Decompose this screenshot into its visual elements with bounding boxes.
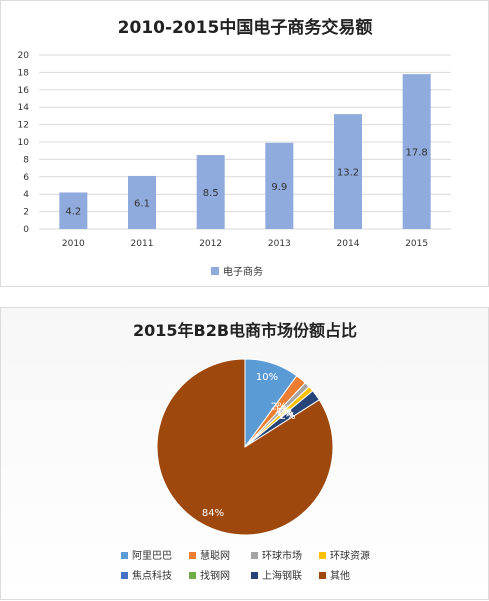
y-tick-label: 10 bbox=[18, 138, 30, 148]
bar-x-axis: 2010 2011 2012 2013 2014 2015 bbox=[62, 239, 428, 249]
y-tick-label: 16 bbox=[18, 86, 30, 96]
pie-chart-panel: 2015年B2B电商市场份额占比 10% 2% 1% 1% 0% 0% 2% 84% 阿里巴巴… bbox=[0, 307, 489, 600]
pie-data-label: 0% bbox=[278, 408, 294, 419]
y-tick-label: 14 bbox=[18, 103, 30, 113]
bar-data-label: 4.2 bbox=[65, 207, 81, 218]
pie-data-label: 1% bbox=[277, 407, 293, 418]
legend-swatch bbox=[189, 552, 196, 559]
pie-data-label: 84% bbox=[202, 508, 224, 519]
legend-label: 找钢网 bbox=[200, 569, 230, 582]
legend-swatch bbox=[211, 267, 219, 275]
y-tick-label: 8 bbox=[23, 155, 29, 165]
bar-2010 bbox=[59, 192, 88, 229]
pie-data-label: 2% bbox=[280, 411, 296, 422]
bar-chart: 2010-2015中国电子商务交易额 0 2 4 6 8 10 12 14 16 18 20 4.2… bbox=[18, 17, 451, 278]
bar-gridlines bbox=[39, 54, 451, 230]
pie-slices bbox=[156, 358, 334, 536]
legend-label: 上海钢联 bbox=[262, 569, 302, 582]
pie-data-label: 1% bbox=[274, 405, 290, 416]
x-tick-label: 2013 bbox=[268, 239, 291, 249]
pie-data-label: 0% bbox=[278, 408, 294, 419]
legend-label: 焦点科技 bbox=[132, 569, 172, 582]
bar-series: 4.2 6.1 8.5 9.9 13.2 17.8 bbox=[59, 74, 431, 229]
legend-swatch bbox=[319, 552, 326, 559]
y-tick-label: 12 bbox=[18, 121, 29, 131]
bar-data-label: 17.8 bbox=[406, 148, 428, 159]
bar-data-label: 9.9 bbox=[271, 182, 287, 193]
pie-data-label: 2% bbox=[271, 401, 287, 412]
y-tick-label: 0 bbox=[23, 225, 29, 235]
legend-swatch bbox=[319, 572, 326, 579]
y-tick-label: 4 bbox=[23, 190, 29, 200]
bar-2015 bbox=[402, 74, 431, 229]
pie-data-label: 10% bbox=[256, 372, 278, 383]
legend-label: 环球资源 bbox=[330, 549, 370, 562]
legend-swatch bbox=[121, 552, 128, 559]
legend-label: 其他 bbox=[330, 569, 350, 582]
bar-2012 bbox=[196, 155, 225, 229]
bar-2013 bbox=[265, 142, 294, 229]
bar-legend: 电子商务 bbox=[211, 265, 263, 278]
x-tick-label: 2014 bbox=[337, 239, 360, 249]
bar-chart-panel: 2010-2015中国电子商务交易额 0 2 4 6 8 10 12 14 16 18 20 4.2… bbox=[0, 0, 489, 287]
bar-data-label: 13.2 bbox=[337, 168, 359, 179]
legend-swatch bbox=[189, 572, 196, 579]
legend-label: 环球市场 bbox=[262, 549, 302, 562]
pie-chart: 2015年B2B电商市场份额占比 10%2%1%1%0%0%2%84% 阿里巴巴… bbox=[121, 321, 370, 582]
x-tick-label: 2010 bbox=[62, 239, 85, 249]
legend-swatch bbox=[121, 572, 128, 579]
y-tick-label: 6 bbox=[23, 173, 29, 183]
legend-label: 电子商务 bbox=[223, 265, 263, 278]
pie-data-labels: 10%2%1%1%0%0%2%84% bbox=[202, 372, 296, 519]
bar-data-label: 8.5 bbox=[203, 188, 219, 199]
x-tick-label: 2011 bbox=[131, 239, 154, 249]
legend-swatch bbox=[251, 552, 258, 559]
bar-chart-title: 2010-2015中国电子商务交易额 bbox=[118, 17, 373, 38]
y-tick-label: 2 bbox=[23, 208, 29, 218]
legend-label: 慧聪网 bbox=[200, 549, 230, 562]
legend-label: 阿里巴巴 bbox=[132, 550, 172, 562]
legend-swatch bbox=[251, 572, 258, 579]
pie-slice-8 bbox=[156, 358, 334, 536]
bar-y-axis: 0 2 4 6 8 10 12 14 16 18 20 bbox=[18, 51, 30, 235]
bar-data-label: 6.1 bbox=[134, 198, 150, 209]
x-tick-label: 2012 bbox=[199, 239, 222, 249]
pie-chart-title: 2015年B2B电商市场份额占比 bbox=[133, 321, 357, 340]
y-tick-label: 18 bbox=[18, 68, 30, 78]
bar-2014 bbox=[334, 114, 362, 229]
x-tick-label: 2015 bbox=[405, 239, 428, 249]
bar-2011 bbox=[128, 175, 156, 229]
y-tick-label: 20 bbox=[18, 51, 30, 61]
